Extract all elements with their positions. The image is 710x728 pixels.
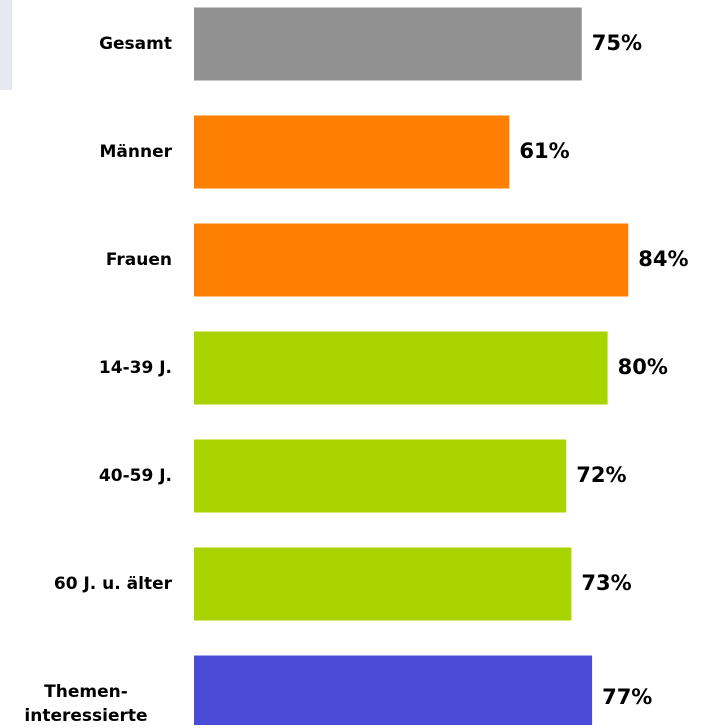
category-label: 60 J. u. älter — [53, 574, 172, 594]
value-label: 75% — [592, 31, 642, 55]
category-label: Frauen — [105, 250, 172, 270]
value-label: 61% — [519, 139, 569, 163]
bar — [194, 547, 572, 621]
value-label: 72% — [576, 463, 626, 487]
bar — [194, 655, 593, 725]
corner-decoration — [0, 0, 12, 90]
category-label: Themen- interessierte — [24, 682, 148, 726]
category-label: 40-59 J. — [98, 466, 172, 486]
bar — [194, 115, 510, 189]
bar — [194, 439, 567, 513]
bar — [194, 331, 608, 405]
category-label: Gesamt — [99, 34, 172, 54]
bar — [194, 223, 629, 297]
value-label: 84% — [638, 247, 688, 271]
bar — [194, 7, 582, 81]
value-label: 77% — [602, 685, 652, 709]
value-label: 80% — [618, 355, 668, 379]
value-label: 73% — [581, 571, 631, 595]
category-label: Männer — [99, 142, 172, 162]
category-label: 14-39 J. — [98, 358, 172, 378]
